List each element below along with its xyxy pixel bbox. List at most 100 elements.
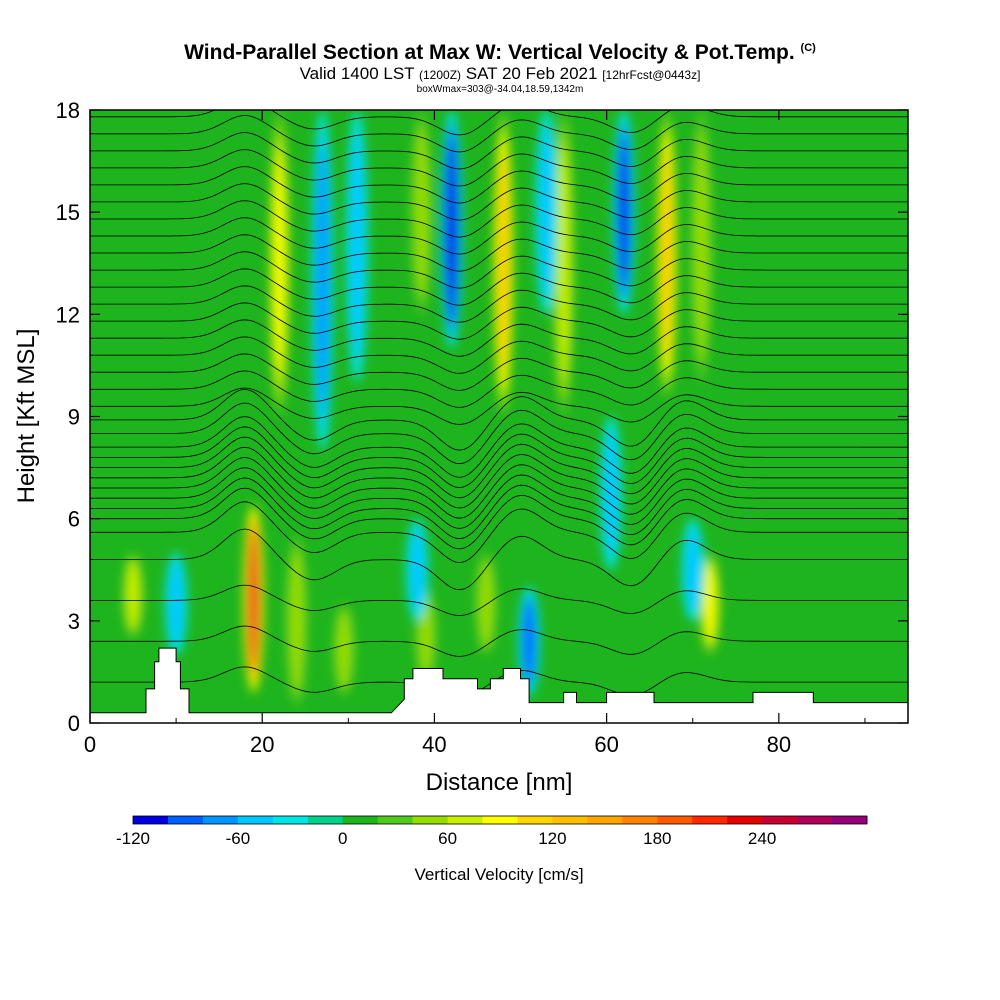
x-tick-label: 20 (250, 732, 274, 757)
updraft-column (500, 159, 507, 368)
downdraft-column (168, 560, 184, 648)
y-tick-label: 12 (56, 302, 80, 327)
colorbar-swatch (447, 816, 484, 824)
isentrope-line (90, 115, 908, 153)
colorbar: -120 -60 0 60 120 180 240 (116, 815, 868, 848)
updraft-column (478, 560, 494, 648)
isentrope-line (90, 467, 908, 529)
colorbar-tick-label: 60 (438, 829, 457, 848)
updraft-column (289, 548, 304, 694)
colorbar-swatch (377, 816, 414, 824)
y-tick-label: 18 (56, 98, 80, 123)
updraft-column (275, 151, 284, 376)
chart-title-block: Wind-Parallel Section at Max W: Vertical… (0, 36, 1000, 95)
colorbar-tick-label: -60 (226, 829, 251, 848)
copyright-mark: (C) (800, 42, 816, 54)
axes: 0 20 40 60 80 0 3 6 9 12 15 18 (56, 98, 908, 757)
isentrope-line (90, 149, 908, 187)
colorbar-swatch (133, 816, 169, 824)
colorbar-swatch (762, 816, 798, 824)
x-tick-label: 60 (594, 732, 618, 757)
updraft-column (694, 130, 709, 363)
colorbar-swatch (622, 816, 658, 824)
updraft-column (558, 144, 570, 383)
updraft-column (705, 566, 715, 642)
updraft-column (336, 610, 352, 689)
colorbar-swatch (482, 816, 518, 824)
colorbar-tick-label: 240 (748, 829, 776, 848)
isentrope-line (90, 402, 908, 465)
isentrope-line (90, 110, 908, 136)
isentrope-line (90, 285, 908, 323)
x-axis-title: Distance [nm] (426, 769, 573, 796)
colorbar-swatch (342, 816, 379, 824)
colorbar-swatch (517, 816, 553, 824)
colorbar-swatch (692, 816, 728, 824)
colorbar-tick-label: 0 (338, 829, 347, 848)
isentrope-line (90, 416, 908, 478)
x-tick-label: 0 (84, 732, 96, 757)
isentrope-line (90, 234, 908, 272)
isentrope-line (90, 217, 908, 255)
downdraft-column (685, 526, 701, 614)
colorbar-swatch (168, 816, 204, 824)
isentrope-line (90, 319, 908, 357)
colorbar-swatch (587, 816, 623, 824)
y-axis-title: Height [Kft MSL] (13, 329, 40, 504)
colorbar-tick-label: 180 (643, 829, 671, 848)
isentrope-line (90, 388, 908, 451)
isentrope-line (90, 387, 908, 425)
colorbar-swatch (832, 816, 868, 824)
x-tick-label: 80 (767, 732, 791, 757)
colorbar-swatch (727, 816, 763, 824)
isentrope-line (90, 625, 908, 657)
colorbar-frame (132, 815, 868, 825)
isentrope-line (90, 528, 908, 591)
plot-area (90, 110, 908, 723)
colorbar-tick-label: 120 (538, 829, 566, 848)
terrain-mask (90, 647, 908, 723)
isentrope-line (90, 268, 908, 306)
isentrope-line (90, 457, 908, 519)
downdraft-column (620, 140, 628, 284)
isentrope-line (90, 584, 908, 616)
colorbar-swatch (552, 816, 588, 824)
colorbar-swatch (797, 816, 833, 824)
isentrope-line (90, 200, 908, 238)
isentrope-line (90, 336, 908, 374)
x-tick-label: 40 (422, 732, 446, 757)
isentrope-line (90, 251, 908, 289)
isentrope-line (90, 426, 908, 489)
isentrope-line (90, 666, 908, 698)
updraft-column (663, 156, 671, 353)
colorbar-swatch (412, 816, 449, 824)
isentrope-line (90, 183, 908, 221)
updraft-column (127, 562, 139, 629)
colorbar-swatch (307, 816, 344, 824)
updraft-column (414, 125, 429, 299)
isentrope-line (90, 446, 908, 509)
isentrope-line (90, 436, 908, 499)
updraft-column (251, 538, 256, 659)
colorbar-swatch (237, 816, 274, 824)
colorbar-swatch (202, 816, 239, 824)
colorbar-title: Vertical Velocity [cm/s] (414, 865, 583, 884)
isentropes (90, 110, 908, 698)
downdraft-column (349, 130, 365, 363)
colorbar-swatch (657, 816, 693, 824)
box-max-info: boxWmax=303@-34.04,18.59,1342m (416, 84, 584, 95)
isentrope-line (90, 477, 908, 540)
chart-title: Wind-Parallel Section at Max W: Vertical… (184, 41, 816, 64)
downdraft-column (316, 148, 328, 413)
isentrope-line (90, 501, 908, 563)
velocity-field (122, 110, 721, 706)
isentrope-line (90, 166, 908, 204)
isentrope-line (90, 370, 908, 408)
chart-subtitle: Valid 1400 LST (1200Z) SAT 20 Feb 2021 [… (299, 64, 701, 83)
y-tick-label: 6 (68, 507, 80, 532)
downdraft-column (409, 526, 425, 614)
y-tick-label: 0 (68, 711, 80, 736)
y-tick-label: 15 (56, 200, 80, 225)
isentrope-line (90, 353, 908, 391)
